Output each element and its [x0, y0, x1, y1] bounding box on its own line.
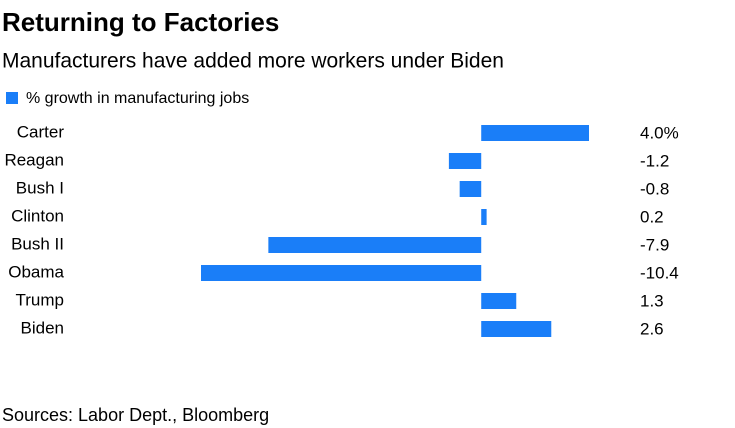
- category-label: Bush I: [16, 178, 64, 197]
- category-label: Bush II: [11, 234, 64, 253]
- value-label: 1.3: [640, 291, 664, 310]
- value-label: -1.2: [640, 151, 669, 170]
- value-label: 2.6: [640, 319, 664, 338]
- bar: [481, 209, 487, 225]
- bar: [481, 125, 589, 141]
- category-label: Biden: [21, 318, 64, 337]
- category-label: Clinton: [11, 206, 64, 225]
- legend-swatch: [6, 92, 18, 104]
- bar: [268, 237, 482, 253]
- source: Sources: Labor Dept., Bloomberg: [2, 405, 269, 425]
- category-label: Carter: [17, 122, 65, 141]
- bar: [448, 153, 482, 169]
- chart-subtitle: Manufacturers have added more workers un…: [2, 50, 504, 73]
- value-label: 0.2: [640, 207, 664, 226]
- value-label: 4.0%: [640, 123, 679, 142]
- category-label: Trump: [16, 290, 65, 309]
- value-label: -10.4: [640, 263, 679, 282]
- value-label: -7.9: [640, 235, 669, 254]
- bar: [459, 181, 482, 197]
- legend-label: % growth in manufacturing jobs: [26, 90, 249, 107]
- value-label: -0.8: [640, 179, 669, 198]
- bar: [201, 265, 482, 281]
- bar: [481, 293, 517, 309]
- bar: [481, 321, 552, 337]
- category-label: Obama: [8, 262, 64, 281]
- category-label: Reagan: [4, 150, 64, 169]
- chart-title: Returning to Factories: [2, 7, 279, 37]
